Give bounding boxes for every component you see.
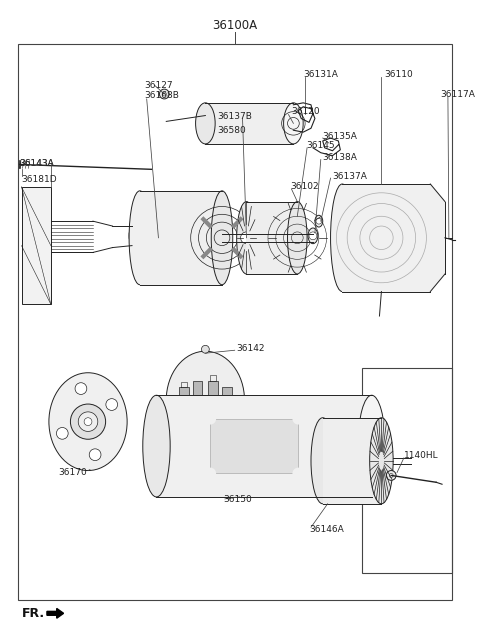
Bar bbox=[246, 202, 297, 274]
Text: 36102: 36102 bbox=[290, 183, 319, 191]
Text: 36580: 36580 bbox=[217, 126, 246, 134]
Bar bbox=[18, 44, 452, 600]
Text: 36146A: 36146A bbox=[309, 525, 344, 534]
Bar bbox=[208, 380, 218, 396]
Text: 36137B: 36137B bbox=[217, 112, 252, 121]
Text: 36100A: 36100A bbox=[212, 19, 257, 32]
Bar bbox=[179, 387, 189, 403]
Text: 36117A: 36117A bbox=[440, 89, 475, 98]
Ellipse shape bbox=[311, 418, 335, 504]
Circle shape bbox=[292, 468, 304, 479]
Text: 36135A: 36135A bbox=[323, 132, 358, 141]
Text: 36168B: 36168B bbox=[145, 91, 180, 100]
Circle shape bbox=[389, 474, 393, 477]
Ellipse shape bbox=[288, 202, 307, 274]
Ellipse shape bbox=[129, 224, 141, 247]
Bar bbox=[205, 103, 293, 144]
Bar bbox=[192, 380, 203, 396]
Ellipse shape bbox=[195, 103, 215, 144]
Circle shape bbox=[309, 232, 317, 240]
Text: 36143A: 36143A bbox=[20, 159, 54, 168]
Bar bbox=[156, 395, 372, 497]
Ellipse shape bbox=[315, 216, 323, 227]
Text: 36170: 36170 bbox=[59, 468, 87, 477]
Text: 36143A: 36143A bbox=[20, 159, 54, 168]
Ellipse shape bbox=[49, 373, 127, 470]
Bar bbox=[140, 191, 222, 285]
Bar bbox=[323, 418, 382, 504]
Circle shape bbox=[106, 399, 118, 410]
Ellipse shape bbox=[284, 103, 303, 144]
Text: 36181D: 36181D bbox=[22, 174, 57, 184]
Circle shape bbox=[386, 470, 396, 481]
Ellipse shape bbox=[166, 351, 244, 449]
Ellipse shape bbox=[211, 191, 233, 285]
Bar bbox=[210, 418, 298, 474]
Circle shape bbox=[75, 383, 87, 394]
Ellipse shape bbox=[129, 191, 151, 285]
Text: 36120: 36120 bbox=[291, 107, 320, 116]
Ellipse shape bbox=[308, 228, 318, 243]
Ellipse shape bbox=[331, 184, 354, 292]
Bar bbox=[362, 368, 452, 573]
Bar bbox=[222, 387, 232, 403]
Circle shape bbox=[89, 449, 101, 460]
Ellipse shape bbox=[143, 395, 170, 497]
Ellipse shape bbox=[132, 231, 137, 241]
Ellipse shape bbox=[370, 418, 393, 504]
Circle shape bbox=[84, 418, 92, 425]
Text: 36145: 36145 bbox=[306, 141, 335, 150]
Text: 36150: 36150 bbox=[223, 495, 252, 505]
Circle shape bbox=[202, 346, 209, 353]
Circle shape bbox=[57, 427, 68, 439]
Circle shape bbox=[162, 92, 166, 96]
Text: 36138A: 36138A bbox=[323, 153, 358, 162]
Circle shape bbox=[316, 218, 322, 224]
Ellipse shape bbox=[237, 202, 256, 274]
Polygon shape bbox=[47, 609, 63, 618]
Bar bbox=[342, 184, 430, 292]
Text: 36137A: 36137A bbox=[333, 172, 367, 181]
Text: 36131A: 36131A bbox=[303, 70, 338, 79]
Text: 1140HL: 1140HL bbox=[404, 451, 439, 460]
Circle shape bbox=[71, 404, 106, 439]
Circle shape bbox=[240, 232, 252, 243]
Polygon shape bbox=[430, 184, 445, 292]
Text: 36127: 36127 bbox=[145, 81, 173, 90]
Circle shape bbox=[204, 468, 216, 479]
Ellipse shape bbox=[358, 395, 385, 497]
Text: 36110: 36110 bbox=[384, 70, 413, 79]
Circle shape bbox=[204, 413, 216, 425]
Circle shape bbox=[159, 89, 169, 99]
Circle shape bbox=[292, 413, 304, 425]
Text: FR.: FR. bbox=[22, 607, 45, 620]
Bar bbox=[22, 187, 51, 304]
Circle shape bbox=[78, 412, 98, 431]
Text: 36142: 36142 bbox=[237, 344, 265, 353]
